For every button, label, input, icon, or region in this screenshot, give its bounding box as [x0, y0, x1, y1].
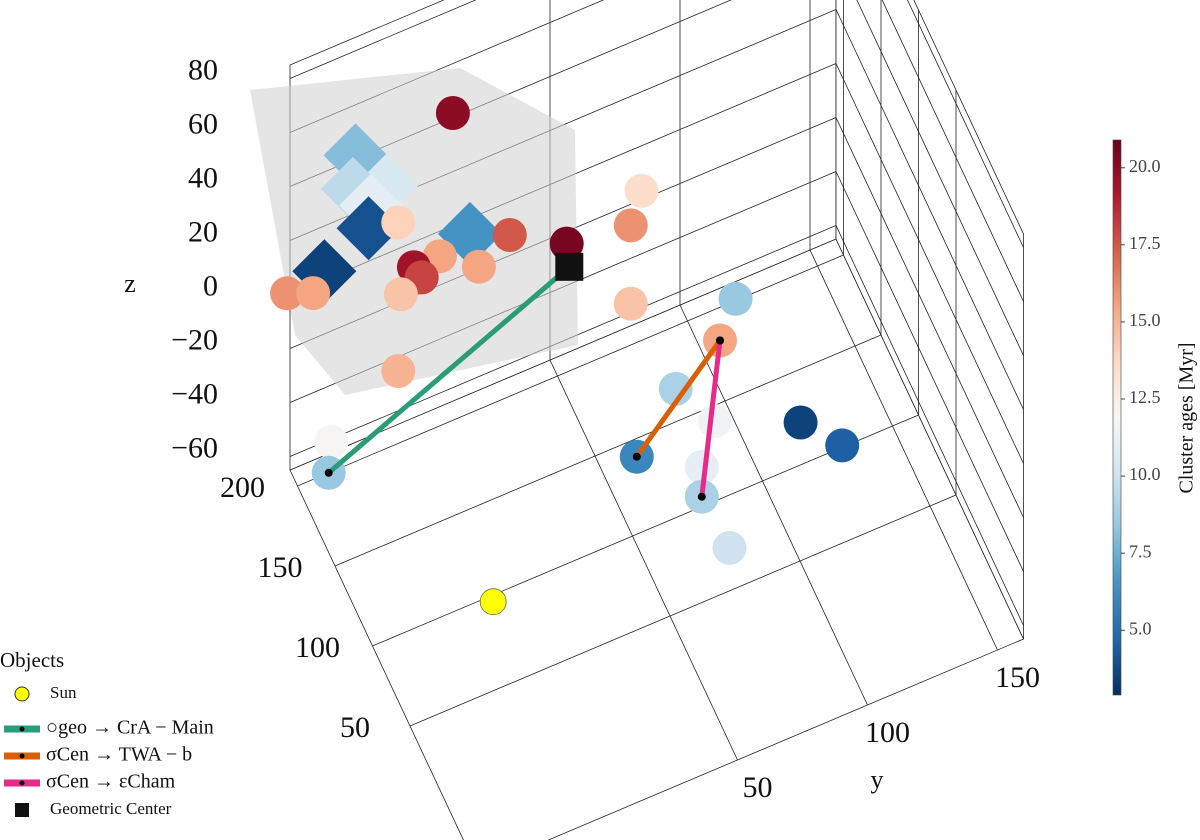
grid-line — [549, 359, 738, 761]
cluster-point — [624, 173, 659, 208]
grid-line — [409, 494, 957, 727]
grid-line — [835, 225, 1024, 626]
colorbar-label: Cluster ages [Myr] — [1176, 342, 1198, 493]
legend-label: σCen → TWA − b — [46, 744, 192, 766]
z-tick-label: 0 — [203, 269, 218, 302]
colorbar-tick-label: 15.0 — [1129, 310, 1161, 330]
legend-swatch-dot — [19, 726, 25, 732]
cluster-point — [461, 249, 496, 284]
labels: 50 100 150 200 50 100 150 −60 −40 −20 0 20 40 60 80 — [171, 53, 1040, 804]
grid-line — [856, 0, 1024, 356]
grid-line — [835, 117, 1024, 518]
cluster-point — [613, 208, 648, 243]
cluster-point — [712, 530, 747, 565]
line-endpoint — [632, 452, 641, 461]
line-endpoint — [716, 336, 724, 345]
grid-line — [297, 254, 844, 487]
x-tick-label: 50 — [340, 711, 370, 744]
legend-swatch — [15, 803, 29, 817]
cluster-point — [718, 281, 753, 316]
colorbar-tick-label: 20.0 — [1129, 156, 1161, 176]
y-tick-label: 100 — [865, 716, 910, 749]
cluster-point — [825, 428, 860, 463]
grid-line — [679, 304, 868, 706]
connection-line — [634, 338, 723, 460]
grid-line — [835, 171, 1024, 572]
legend-label: Sun — [50, 683, 77, 702]
cluster-point — [381, 205, 416, 240]
y-axis-label: y — [871, 765, 884, 794]
grid-line — [334, 334, 882, 567]
z-tick-label: 20 — [188, 215, 218, 248]
sun-point — [479, 588, 507, 616]
cluster-point — [549, 226, 584, 261]
cluster-point — [697, 404, 732, 438]
legend-label: ○geo → CrA − Main — [46, 717, 214, 739]
z-tick-label: 80 — [188, 53, 218, 86]
cluster-point — [383, 277, 418, 312]
cluster-point — [314, 425, 349, 459]
connection-line — [699, 338, 723, 500]
z-tick-label: 40 — [188, 161, 218, 194]
cluster-point — [658, 371, 693, 406]
legend-swatch — [14, 686, 30, 702]
colorbar-tick-label: 12.5 — [1129, 387, 1161, 407]
grid-line — [881, 0, 1024, 302]
legend-swatch-dot — [19, 753, 25, 759]
cluster-point — [684, 450, 719, 484]
colorbar-tick-label: 10.0 — [1129, 464, 1161, 484]
line-endpoint — [324, 468, 333, 477]
cluster-point — [492, 218, 527, 252]
grid-line — [289, 0, 477, 79]
legend-title: Objects — [0, 648, 64, 672]
colorbar-tick-label: 17.5 — [1129, 233, 1161, 253]
legend-label: σCen → εCham — [46, 771, 176, 793]
grid-line — [835, 9, 1024, 410]
colorbar: 5.0 7.5 10.0 12.5 15.0 17.5 20.0 Cluster ages [… — [1112, 139, 1198, 696]
z-axis-label: z — [124, 269, 136, 298]
legend-label: Geometric Center — [50, 799, 172, 818]
line-endpoint — [697, 492, 706, 501]
grid-line — [835, 63, 1024, 464]
grid-line — [907, 0, 1024, 248]
cluster-point — [783, 405, 818, 440]
x-tick-label: 100 — [295, 631, 340, 664]
x-tick-label: 150 — [258, 551, 303, 584]
colorbar-scale — [1112, 139, 1122, 696]
connection-line — [326, 264, 572, 476]
colorbar-tick-label: 7.5 — [1129, 541, 1152, 561]
center-point — [555, 252, 584, 281]
z-tick-label: −40 — [171, 377, 218, 410]
y-tick-label: 50 — [743, 771, 773, 804]
y-tick-label: 150 — [995, 661, 1040, 694]
legend: Objects Sun ○geo → CrA − Main σCen → TWA − … — [0, 648, 214, 818]
cluster-point — [381, 354, 416, 388]
cluster-point — [613, 286, 648, 321]
cluster-point — [435, 96, 470, 130]
x-tick-label: 200 — [220, 471, 265, 504]
cluster-point — [296, 276, 331, 311]
z-tick-label: −20 — [171, 323, 218, 356]
cluster-point — [270, 276, 305, 311]
grid-line — [809, 249, 998, 651]
z-tick-label: −60 — [171, 431, 218, 464]
diamond-point — [336, 196, 401, 261]
marks — [270, 96, 860, 616]
back-right-pane — [835, 0, 1024, 640]
colorbar-tick-label: 5.0 — [1129, 618, 1152, 638]
z-tick-label: 60 — [188, 107, 218, 140]
legend-swatch-dot — [19, 780, 25, 786]
